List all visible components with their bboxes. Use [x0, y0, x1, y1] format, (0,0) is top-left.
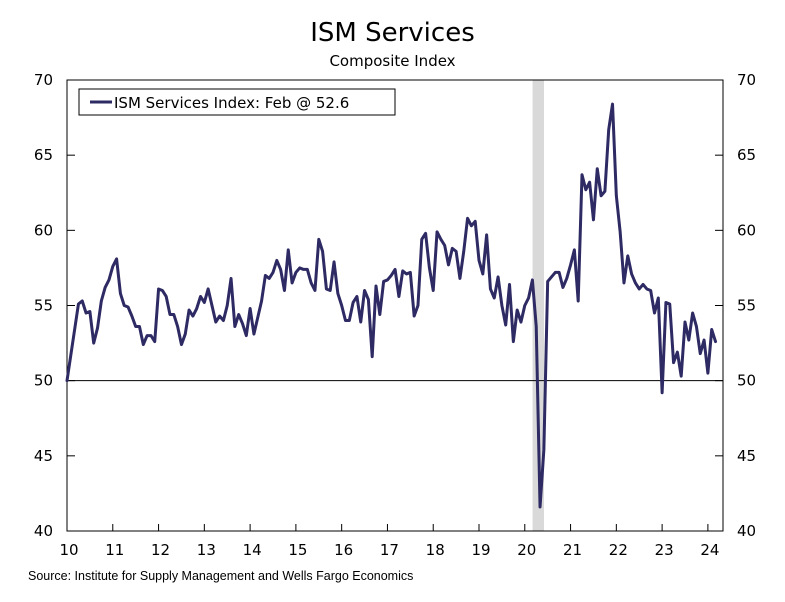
- y-tick-label-left: 70: [34, 71, 53, 89]
- y-axis-left: 40 45 50 55 60 65 70: [34, 71, 75, 540]
- x-tick-label: 12: [151, 541, 170, 559]
- x-tick-label: 18: [426, 541, 445, 559]
- y-tick-label-right: 45: [737, 447, 756, 465]
- x-tick-label: 23: [655, 541, 674, 559]
- y-tick-label-left: 40: [34, 522, 53, 540]
- y-tick-label-right: 40: [737, 522, 756, 540]
- x-tick-label: 20: [517, 541, 536, 559]
- plot-frame: [66, 79, 724, 532]
- series-layer: [65, 102, 718, 509]
- x-tick-label: 17: [380, 541, 399, 559]
- x-tick-label: 13: [197, 541, 216, 559]
- x-tick-label: 21: [563, 541, 582, 559]
- plot-area: [66, 79, 724, 532]
- x-tick-label: 24: [700, 541, 719, 559]
- chart-subtitle: Composite Index: [329, 52, 456, 70]
- x-tick-label: 16: [334, 541, 353, 559]
- y-tick-label-left: 50: [34, 372, 53, 390]
- x-axis: 10 11 12 13 14 15 16 17 18 19 20 21 22 23 24: [59, 524, 719, 559]
- x-tick-label: 10: [59, 541, 78, 559]
- x-tick-label: 22: [609, 541, 628, 559]
- legend: ISM Services Index: Feb @ 52.6: [78, 88, 396, 116]
- y-tick-label-right: 50: [737, 372, 756, 390]
- recession-shading-layer: [532, 80, 545, 531]
- legend-label: ISM Services Index: Feb @ 52.6: [114, 94, 349, 112]
- y-axis-right: 40 45 50 55 60 65 70: [715, 71, 756, 540]
- legend-box: [78, 88, 396, 116]
- chart-title: ISM Services: [310, 18, 475, 48]
- y-tick-label-left: 60: [34, 221, 53, 239]
- x-tick-label: 19: [471, 541, 490, 559]
- y-tick-label-right: 70: [737, 71, 756, 89]
- x-tick-label: 11: [105, 541, 124, 559]
- y-tick-label-left: 55: [34, 297, 53, 315]
- y-tick-label-left: 45: [34, 447, 53, 465]
- y-tick-label-left: 65: [34, 146, 53, 164]
- y-tick-label-right: 65: [737, 146, 756, 164]
- source-note: Source: Institute for Supply Management …: [28, 569, 414, 583]
- x-tick-label: 14: [243, 541, 262, 559]
- y-tick-label-right: 60: [737, 221, 756, 239]
- y-tick-label-right: 55: [737, 297, 756, 315]
- series-line-ism-services: [65, 102, 718, 509]
- x-tick-label: 15: [288, 541, 307, 559]
- recession-band: [532, 80, 545, 531]
